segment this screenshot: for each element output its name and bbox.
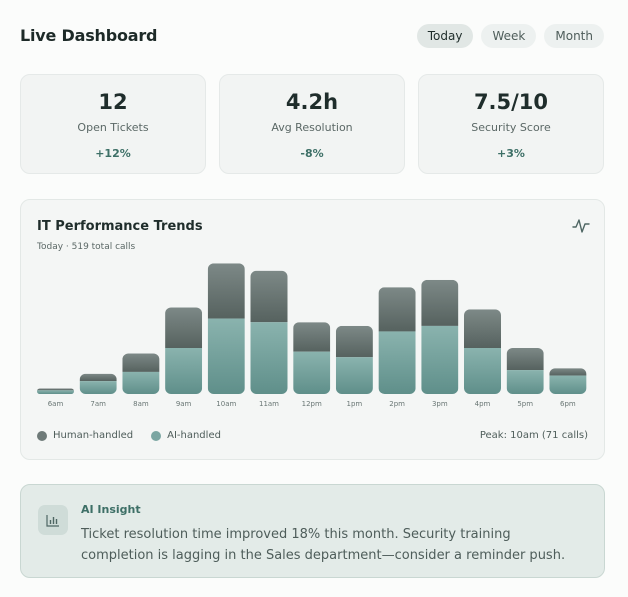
bar-segment-human [549, 368, 587, 376]
bar-8am[interactable] [122, 353, 160, 394]
bar-segment-ai [335, 357, 373, 394]
bar-segment-human [335, 325, 373, 358]
insight-title: AI Insight [81, 503, 141, 516]
time-range-tabs: Today Week Month [416, 24, 604, 48]
bar-segment-human [37, 388, 74, 391]
tab-week[interactable]: Week [481, 24, 537, 48]
x-tick-label: 10am [216, 400, 236, 408]
chart-legend: Human-handled AI-handled [37, 430, 239, 441]
bar-segment-ai [464, 348, 501, 394]
bar-segment-ai [165, 348, 203, 394]
stats-row: 12 Open Tickets +12% 4.2h Avg Resolution… [20, 74, 605, 174]
bar-12pm[interactable] [293, 322, 331, 394]
stat-change: +3% [497, 147, 525, 160]
x-tick-label: 8am [133, 400, 149, 408]
activity-icon[interactable] [572, 218, 590, 234]
legend-dot-human [37, 430, 47, 441]
bar-segment-ai [37, 390, 74, 394]
bar-segment-human [207, 263, 245, 319]
bar-segment-human [79, 373, 117, 382]
x-tick-label: 6am [48, 400, 64, 408]
bar-segment-ai [293, 351, 331, 394]
stat-card-avg-resolution[interactable]: 4.2h Avg Resolution -8% [219, 74, 405, 174]
stat-label: Security Score [471, 121, 551, 134]
bar-segment-human [421, 279, 459, 326]
bar-segment-ai [421, 325, 459, 394]
tab-today[interactable]: Today [416, 24, 474, 48]
legend-item-ai: AI-handled [151, 430, 221, 441]
bar-segment-ai [79, 381, 117, 394]
peak-label: Peak: 10am (71 calls) [479, 430, 588, 441]
stat-label: Avg Resolution [271, 121, 353, 134]
bar-segment-ai [207, 318, 245, 394]
bar-segment-human [165, 307, 203, 348]
tab-month[interactable]: Month [544, 24, 604, 48]
page-title: Live Dashboard [20, 26, 158, 45]
bar-segment-ai [378, 331, 416, 394]
stat-change: -8% [300, 147, 324, 160]
bar-segment-human [506, 348, 544, 371]
stat-card-security-score[interactable]: 7.5/10 Security Score +3% [418, 74, 604, 174]
bar-segment-human [378, 287, 416, 332]
x-tick-label: 9am [176, 400, 192, 408]
x-tick-label: 3pm [432, 400, 448, 408]
bar-10am[interactable] [207, 263, 245, 394]
chart-subtitle: Today · 519 total calls [37, 242, 136, 252]
bar-segment-human [464, 309, 501, 348]
bar-9am[interactable] [165, 307, 203, 394]
bar-6pm[interactable] [549, 368, 587, 394]
chart-title: IT Performance Trends [37, 219, 203, 234]
bar-6am[interactable] [37, 388, 74, 394]
ai-insight-card: AI Insight Ticket resolution time improv… [20, 484, 605, 578]
legend-dot-ai [151, 430, 162, 441]
x-tick-label: 2pm [389, 400, 405, 408]
bar-chart: 6am 7am 8am 9am 10am 11am 12pm 1pm 2pm 3pm 4pm 5pm 6… [37, 263, 587, 408]
stat-value: 4.2h [285, 90, 339, 114]
bar-segment-ai [549, 375, 587, 394]
x-tick-label: 6pm [560, 400, 576, 408]
x-tick-label: 12pm [302, 400, 322, 408]
bar-segment-human [293, 322, 331, 352]
stat-card-open-tickets[interactable]: 12 Open Tickets +12% [20, 74, 206, 174]
x-tick-label: 1pm [347, 400, 363, 408]
bar-4pm[interactable] [464, 309, 501, 394]
bar-3pm[interactable] [421, 279, 459, 394]
dashboard-header: Live Dashboard Today Week Month [20, 24, 604, 48]
bar-segment-ai [250, 322, 288, 394]
x-tick-label: 5pm [517, 400, 533, 408]
x-tick-label: 7am [90, 400, 106, 408]
stat-label: Open Tickets [77, 121, 149, 134]
performance-chart-card: IT Performance Trends Today · 519 total … [20, 199, 605, 460]
bar-chart-icon [38, 505, 68, 535]
bar-segment-ai [122, 371, 160, 394]
bar-2pm[interactable] [378, 287, 416, 394]
x-tick-label: 11am [259, 400, 279, 408]
legend-label: AI-handled [167, 430, 221, 441]
bar-1pm[interactable] [335, 325, 373, 394]
bar-5pm[interactable] [506, 348, 544, 394]
bar-segment-human [250, 270, 288, 323]
insight-text: Ticket resolution time improved 18% this… [81, 527, 566, 563]
stat-value: 7.5/10 [473, 90, 549, 114]
bar-segment-human [122, 353, 160, 372]
x-tick-label: 4pm [475, 400, 491, 408]
legend-item-human: Human-handled [37, 430, 133, 441]
stat-change: +12% [95, 147, 131, 160]
bar-segment-ai [506, 370, 544, 394]
legend-label: Human-handled [53, 430, 134, 441]
bar-11am[interactable] [250, 270, 288, 394]
bar-7am[interactable] [79, 373, 117, 394]
stat-value: 12 [98, 90, 128, 114]
